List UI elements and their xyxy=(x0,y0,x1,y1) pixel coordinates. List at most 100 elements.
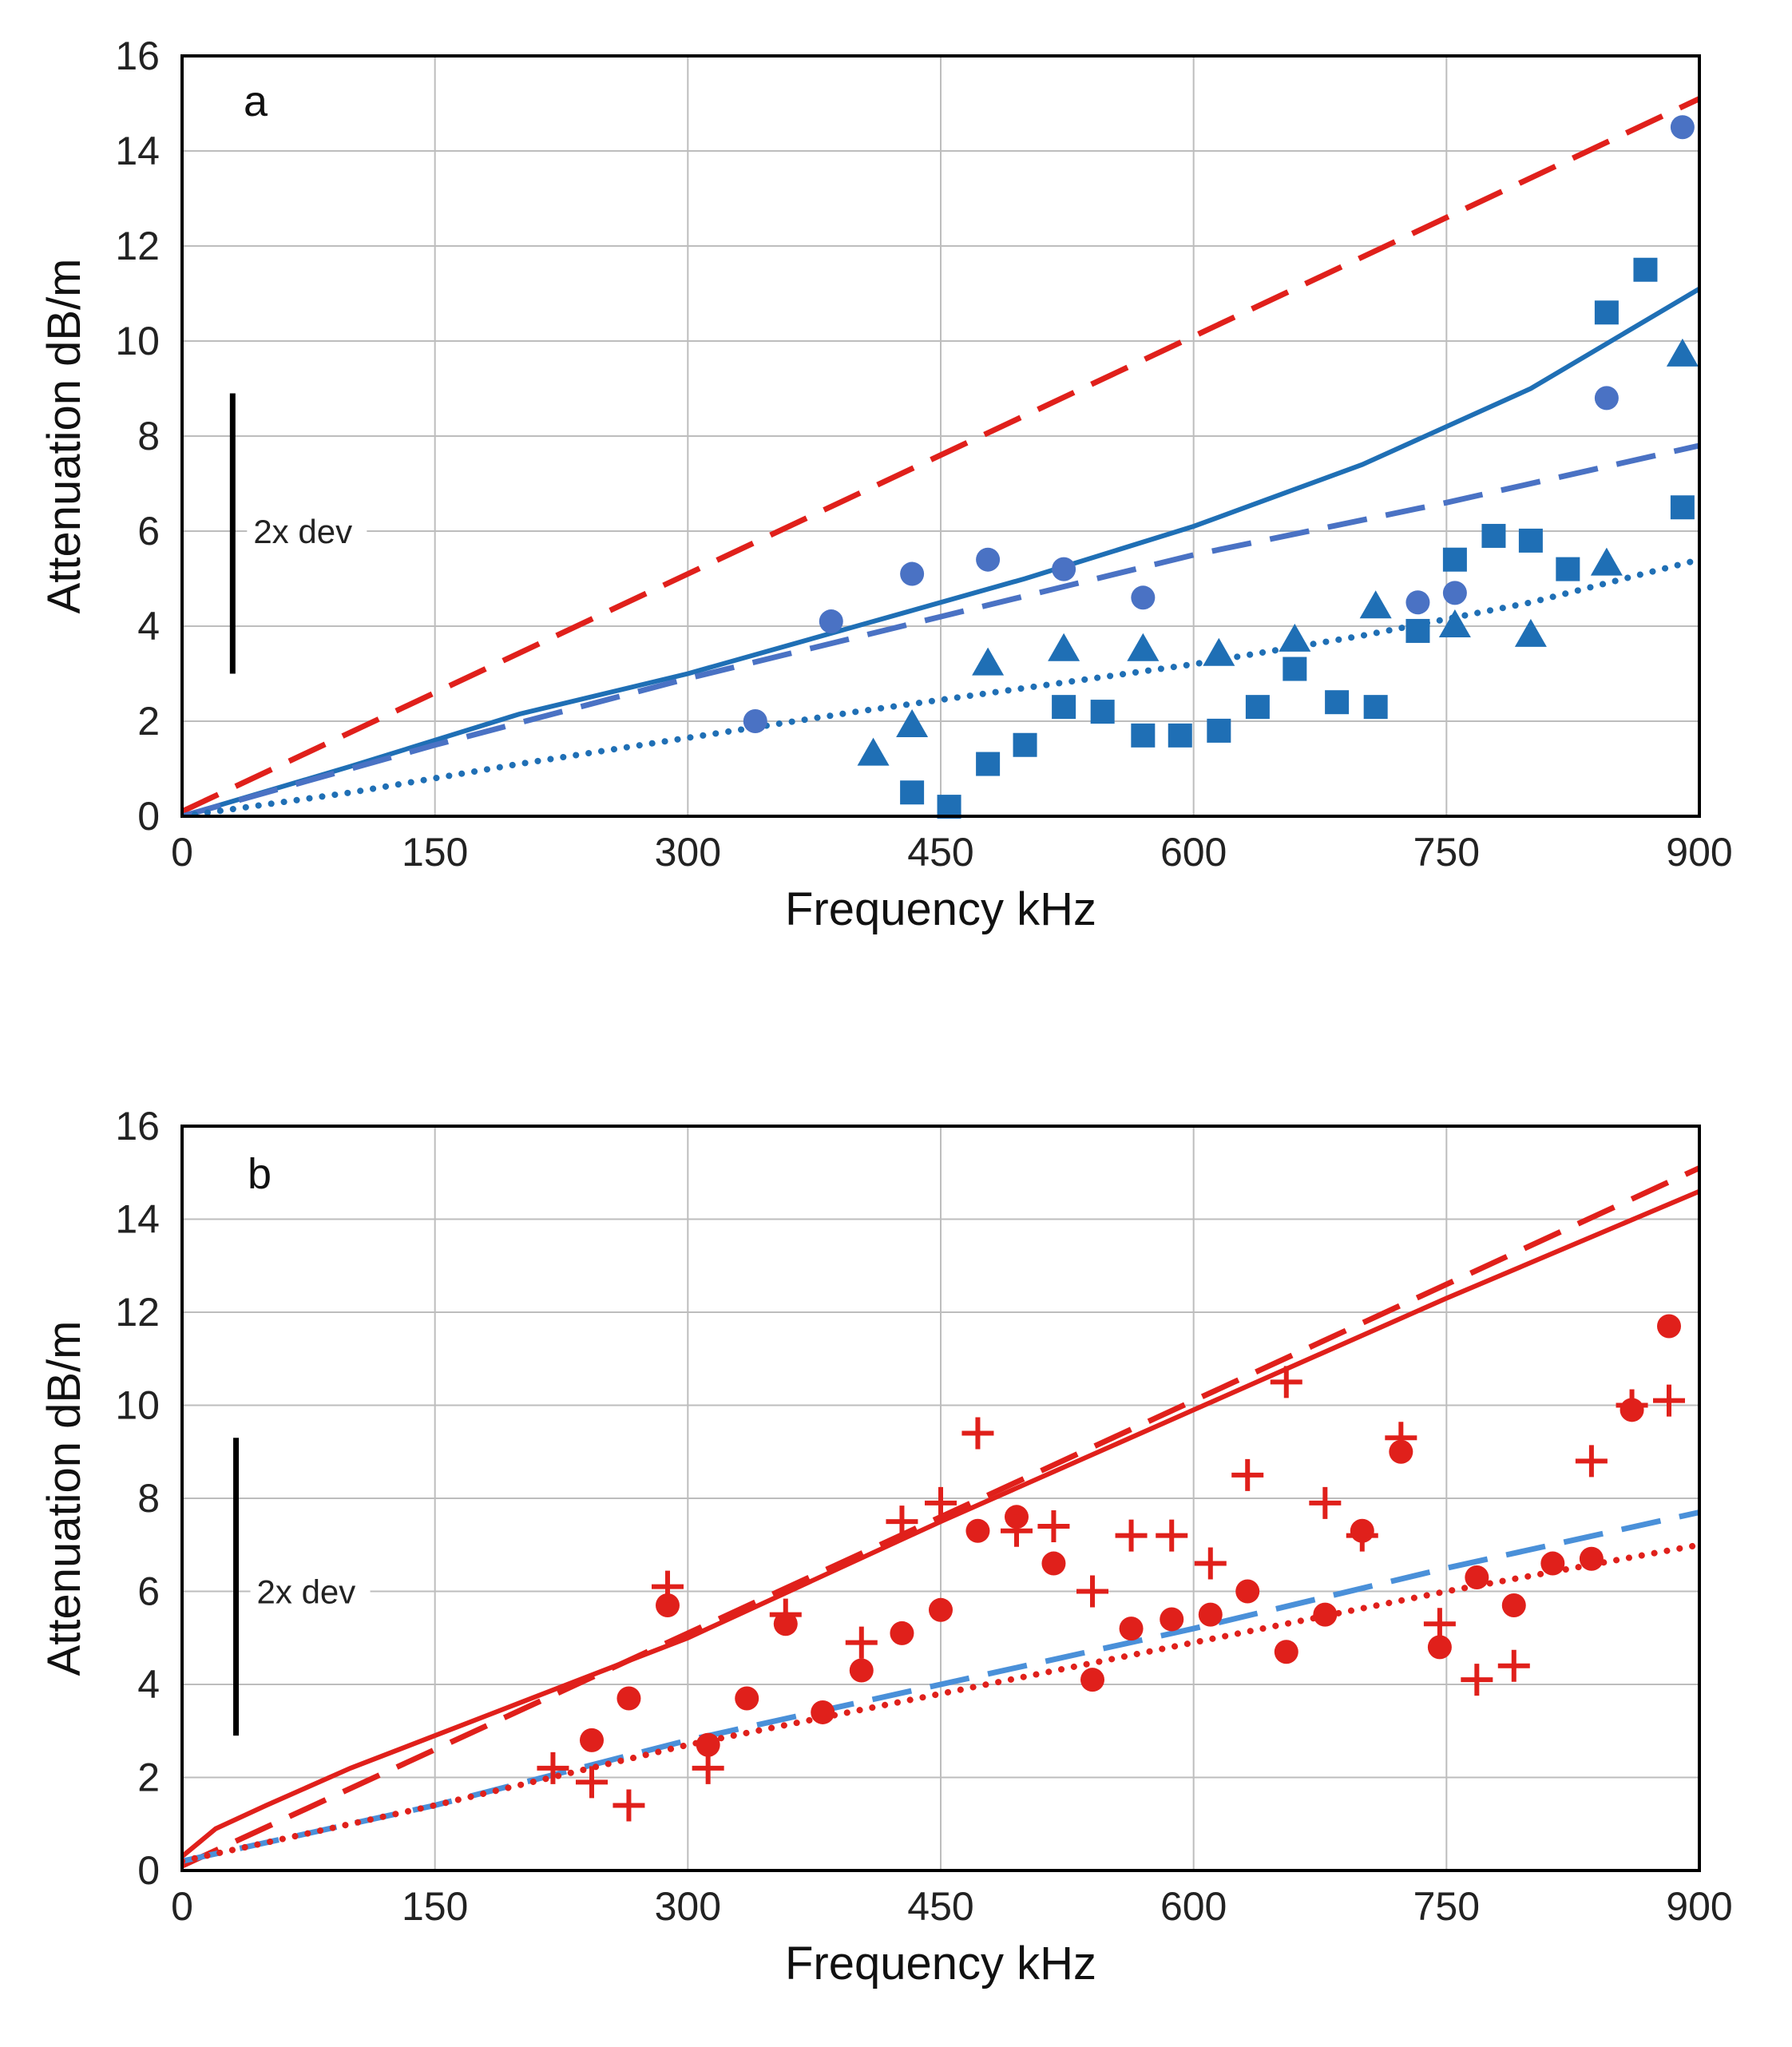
data-point-plus xyxy=(1001,1514,1033,1547)
model-line-solid xyxy=(182,1188,1699,1859)
data-point-plus xyxy=(652,1570,684,1603)
y-tick-label: 16 xyxy=(115,34,160,78)
data-point-circle xyxy=(929,1597,953,1622)
y-tick-label: 6 xyxy=(137,509,160,553)
x-tick-label: 750 xyxy=(1413,830,1480,875)
data-point-square xyxy=(1207,718,1231,743)
y-tick-label: 0 xyxy=(137,1848,160,1893)
x-tick-label: 0 xyxy=(171,1884,193,1929)
data-point-plus xyxy=(692,1751,724,1784)
data-point-plus xyxy=(886,1505,918,1538)
panel-label: b xyxy=(248,1150,272,1198)
y-tick-label: 4 xyxy=(137,604,160,649)
data-point-circle xyxy=(1052,557,1076,581)
data-point-square xyxy=(1168,723,1192,748)
chart-panel-a: 0 150 300 450 600 750 900 0 2 4 6 8 10 12 14 16 Frequenc… xyxy=(38,34,1733,935)
data-point-circle xyxy=(1670,115,1695,140)
data-point-circle xyxy=(1235,1579,1260,1604)
data-point-triangle xyxy=(1666,338,1699,367)
data-point-plus xyxy=(845,1626,878,1659)
data-point-plus xyxy=(1423,1608,1456,1640)
data-point-circle xyxy=(1274,1640,1298,1664)
data-point-circle xyxy=(1198,1602,1223,1627)
x-tick-label: 300 xyxy=(655,1884,721,1929)
data-point-plus xyxy=(1575,1445,1608,1478)
data-point-square xyxy=(1245,695,1270,720)
x-tick-label: 300 xyxy=(655,830,721,875)
data-point-plus xyxy=(1385,1422,1417,1454)
y-tick-label: 12 xyxy=(115,224,160,268)
model-line-dashed xyxy=(182,96,1699,815)
data-point-circle xyxy=(1540,1551,1565,1576)
data-point-square xyxy=(1594,300,1619,325)
data-point-circle xyxy=(1080,1668,1104,1692)
data-point-circle xyxy=(1405,590,1430,615)
x-tick-label: 450 xyxy=(907,1884,973,1929)
error-bar-label: 2x dev xyxy=(253,513,352,550)
data-point-circle xyxy=(580,1728,604,1752)
plot-frame xyxy=(180,1125,1701,1872)
data-point-square xyxy=(1481,523,1506,548)
x-tick-label: 600 xyxy=(1160,830,1227,875)
data-point-plus xyxy=(1194,1547,1227,1580)
data-point-plus xyxy=(1461,1664,1493,1696)
data-point-triangle xyxy=(1127,633,1160,661)
y-tick-label: 2 xyxy=(137,1755,160,1800)
x-tick-label: 0 xyxy=(171,830,193,875)
data-point-plus xyxy=(1231,1458,1264,1491)
data-point-square xyxy=(1363,695,1388,720)
data-point-plus xyxy=(961,1417,994,1450)
model-line-dashed xyxy=(182,442,1699,816)
data-point-plus xyxy=(1076,1575,1108,1608)
data-point-circle xyxy=(1657,1314,1681,1339)
data-point-triangle xyxy=(896,708,929,737)
y-tick-label: 6 xyxy=(137,1569,160,1614)
data-point-circle xyxy=(1119,1617,1144,1641)
data-point-circle xyxy=(1501,1593,1526,1617)
data-point-circle xyxy=(1594,386,1619,411)
data-point-triangle xyxy=(1438,609,1471,637)
data-point-circle xyxy=(849,1658,874,1683)
data-point-circle xyxy=(1131,585,1156,610)
data-point-circle xyxy=(616,1686,641,1711)
x-tick-label: 450 xyxy=(907,830,973,875)
y-axis-title: Attenuation dB/m xyxy=(38,259,90,614)
y-tick-label: 0 xyxy=(137,794,160,839)
error-bar-label-box xyxy=(247,454,367,622)
x-tick-label: 150 xyxy=(402,830,468,875)
x-tick-label: 900 xyxy=(1666,1884,1732,1929)
data-point-plus xyxy=(1616,1389,1648,1422)
y-tick-label: 14 xyxy=(115,1197,160,1242)
data-point-circle xyxy=(735,1686,759,1711)
data-point-circle xyxy=(1465,1565,1489,1590)
data-point-plus xyxy=(1346,1519,1378,1552)
data-point-plus xyxy=(1270,1366,1302,1398)
data-point-circle xyxy=(1041,1551,1066,1576)
x-tick-label: 900 xyxy=(1666,830,1732,875)
error-bar-label: 2x dev xyxy=(257,1573,356,1611)
data-point-circle xyxy=(890,1621,914,1645)
error-bar-label-box xyxy=(250,1517,371,1680)
data-point-square xyxy=(1442,547,1467,572)
data-point-plus xyxy=(925,1486,957,1519)
model-line-dotted xyxy=(182,556,1699,816)
data-point-triangle xyxy=(1359,590,1392,619)
data-point-square xyxy=(976,752,1001,776)
data-point-circle xyxy=(1442,581,1467,605)
data-point-plus xyxy=(613,1789,645,1822)
y-tick-label: 12 xyxy=(115,1290,160,1335)
chart-panel-b: 0 150 300 450 600 750 900 0 2 4 6 8 10 12 14 16 Frequenc… xyxy=(38,1104,1733,1989)
x-tick-label: 150 xyxy=(402,1884,468,1929)
y-tick-label: 16 xyxy=(115,1104,160,1148)
x-axis-title: Frequency kHz xyxy=(785,883,1096,935)
data-point-circle xyxy=(1427,1635,1452,1660)
data-point-square xyxy=(1090,700,1115,724)
data-point-circle xyxy=(743,709,767,733)
y-tick-label: 2 xyxy=(137,699,160,744)
data-point-plus xyxy=(1115,1519,1148,1552)
plot-area xyxy=(182,96,1699,816)
data-point-plus xyxy=(576,1766,608,1799)
y-tick-label: 14 xyxy=(115,129,160,173)
data-point-square xyxy=(1556,557,1580,581)
